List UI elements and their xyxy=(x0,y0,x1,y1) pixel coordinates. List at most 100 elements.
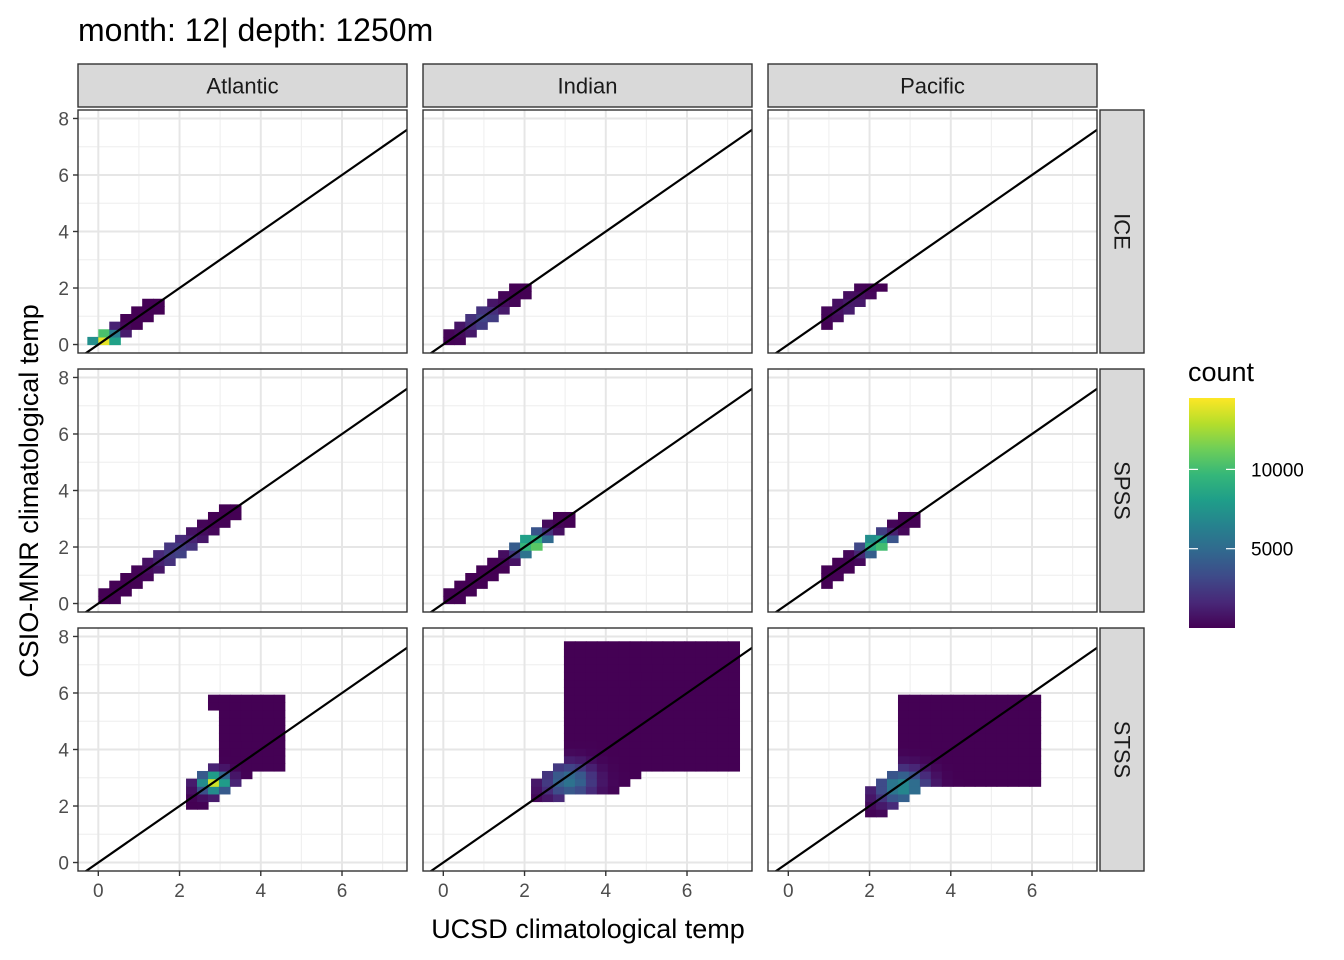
heat-tile xyxy=(908,709,921,719)
heat-tile xyxy=(876,527,888,536)
heat-tile xyxy=(618,679,631,688)
heat-tile xyxy=(120,314,132,323)
heat-tile xyxy=(695,656,708,665)
heat-tile xyxy=(930,694,943,703)
y-tick-label: 2 xyxy=(58,797,69,818)
heat-tile xyxy=(1029,770,1042,780)
heat-tile xyxy=(596,702,609,711)
heat-tile xyxy=(487,573,499,582)
heat-tile xyxy=(218,786,231,795)
heat-tile xyxy=(197,519,209,528)
facet-strip-pacific: Pacific xyxy=(767,63,1098,108)
chart-title: month: 12| depth: 1250m xyxy=(78,12,433,48)
heat-tile xyxy=(996,702,1009,711)
heat-tile xyxy=(821,306,833,315)
heat-tile xyxy=(673,717,686,726)
heat-tile xyxy=(607,648,620,658)
heat-tile xyxy=(908,763,921,772)
heat-tile xyxy=(520,550,532,559)
heat-tile xyxy=(854,298,866,307)
heat-tile xyxy=(908,702,921,711)
heat-tile xyxy=(662,687,675,696)
heat-tile xyxy=(262,702,275,711)
heat-tile xyxy=(563,725,576,734)
heat-tile xyxy=(585,748,598,757)
panel-border xyxy=(767,368,1098,613)
heat-tile xyxy=(618,702,631,711)
panel-border xyxy=(422,109,753,354)
heat-tile xyxy=(919,770,932,780)
heat-tile xyxy=(684,702,697,711)
heat-tile xyxy=(618,664,631,673)
heat-tile xyxy=(618,755,631,764)
heat-tile xyxy=(996,763,1009,772)
heat-tile xyxy=(607,694,620,703)
heat-tile xyxy=(640,702,653,711)
heat-tile xyxy=(854,557,866,566)
heat-tile xyxy=(251,763,264,772)
heat-tile xyxy=(552,527,565,536)
heat-tile xyxy=(897,748,910,757)
heat-tile xyxy=(618,725,631,734)
facet-strip-ice: ICE xyxy=(1099,109,1145,354)
heat-tile xyxy=(996,732,1009,742)
heat-tile xyxy=(142,573,154,582)
heat-tile xyxy=(717,740,730,749)
heat-tile xyxy=(684,671,697,681)
heat-tile xyxy=(952,770,965,780)
heat-tile xyxy=(153,565,165,574)
heat-tile xyxy=(1029,709,1042,719)
heat-tile xyxy=(218,755,231,764)
heat-tile xyxy=(684,748,697,757)
heat-tile xyxy=(563,748,576,757)
heat-tile xyxy=(563,717,576,726)
heat-tile xyxy=(662,763,675,772)
x-axis-title: UCSD climatological temp xyxy=(431,914,745,944)
heat-tile xyxy=(229,694,242,703)
heat-tile xyxy=(574,664,587,673)
heat-tile xyxy=(673,656,686,665)
heat-tile xyxy=(476,565,488,574)
heat-tile xyxy=(262,694,275,703)
heat-tile xyxy=(1029,732,1042,742)
panel-atlantic-spss xyxy=(77,368,408,613)
heat-tile xyxy=(717,725,730,734)
y-axis-title: CSIO-MNR climatological temp xyxy=(14,304,44,678)
heat-tile xyxy=(563,687,576,696)
heat-tile xyxy=(974,709,987,719)
heat-tile xyxy=(229,709,242,719)
identity-line xyxy=(774,646,1097,871)
heat-tile xyxy=(574,641,587,650)
heat-tile xyxy=(717,641,730,650)
heat-tile xyxy=(251,732,264,742)
heat-tile xyxy=(262,709,275,719)
heat-tile xyxy=(607,679,620,688)
heat-tile xyxy=(574,725,587,734)
heat-tile xyxy=(695,725,708,734)
heat-tile xyxy=(963,694,976,703)
heat-tile xyxy=(574,732,587,742)
heat-tile xyxy=(596,656,609,665)
heat-tile xyxy=(673,641,686,650)
heat-tile xyxy=(832,557,844,566)
heat-tile xyxy=(728,740,741,749)
heat-tile xyxy=(552,763,565,772)
heat-tile xyxy=(607,702,620,711)
heat-tile xyxy=(131,580,143,589)
heat-tile xyxy=(596,664,609,673)
heat-tile xyxy=(662,694,675,703)
heat-tile xyxy=(618,687,631,696)
heat-tile xyxy=(585,770,598,780)
heat-tile xyxy=(607,786,620,795)
heat-tile xyxy=(574,694,587,703)
heat-tile xyxy=(662,664,675,673)
heat-tile xyxy=(876,786,888,795)
heat-tile xyxy=(963,717,976,726)
identity-line xyxy=(429,128,752,353)
heat-tile xyxy=(695,664,708,673)
heat-tile xyxy=(273,725,286,734)
heat-tile xyxy=(728,725,741,734)
heat-tile xyxy=(717,648,730,658)
heat-tile xyxy=(465,314,477,323)
heat-tile xyxy=(1018,709,1031,719)
